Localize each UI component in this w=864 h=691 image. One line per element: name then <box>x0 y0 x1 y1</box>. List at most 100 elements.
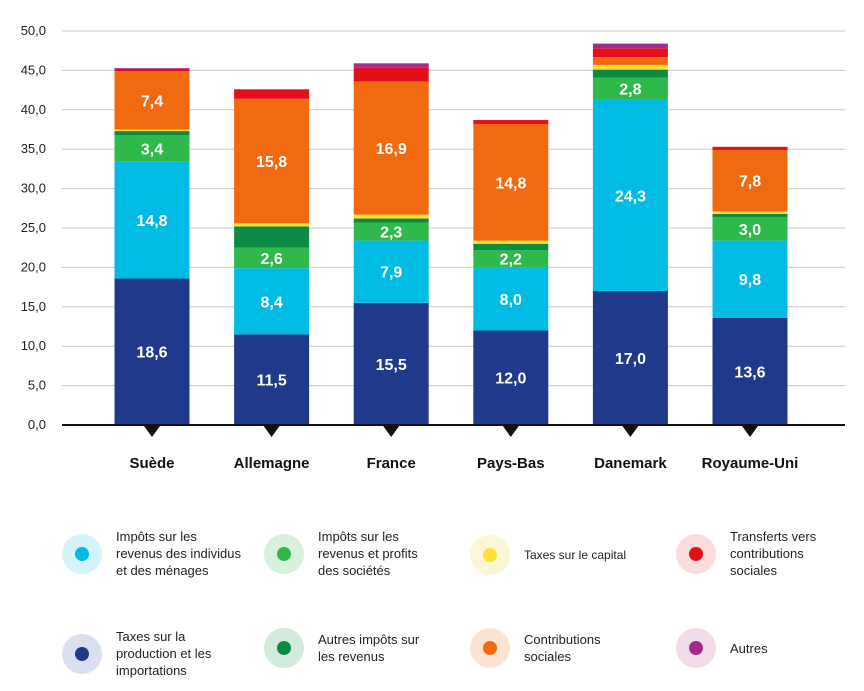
x-category-label: Royaume-Uni <box>702 455 799 472</box>
bar-segment <box>592 57 668 65</box>
bar-segment <box>473 240 549 244</box>
data-label: 2,8 <box>619 82 641 99</box>
legend-halo <box>264 533 304 574</box>
legend-halo <box>676 533 716 574</box>
data-label: 16,9 <box>376 141 407 158</box>
bar-segment <box>114 68 190 69</box>
bar-segment <box>712 146 788 150</box>
data-label: 15,5 <box>376 357 407 374</box>
legend-halo <box>264 628 304 668</box>
data-label: 3,4 <box>141 141 163 158</box>
axis-marker-triangle <box>502 426 519 437</box>
legend-label: Taxes sur la production et les importati… <box>116 629 212 678</box>
data-label: 11,5 <box>256 373 286 390</box>
data-label: 24,3 <box>615 188 646 205</box>
data-label: 2,6 <box>260 251 282 268</box>
light-blue-dot-icon <box>75 546 89 561</box>
bar-segment <box>712 211 788 214</box>
bar-segment <box>353 222 429 241</box>
bar-segment <box>353 214 429 219</box>
axis-marker-triangle <box>144 426 160 437</box>
bar-segment <box>712 240 788 318</box>
y-tick-label: 35,0 <box>21 141 46 156</box>
bar-segment <box>592 69 668 78</box>
y-tick-label: 15,0 <box>21 299 46 314</box>
bar-segment <box>353 81 429 215</box>
bar-segment <box>712 149 788 212</box>
legend-halo <box>470 628 510 668</box>
legend-item-other-income-tax: Autres impôts sur les revenus <box>264 628 428 668</box>
data-label: 8,0 <box>500 292 522 309</box>
legend-label: Autres impôts sur les revenus <box>318 632 420 664</box>
stacked-bar-chart: 0,0 5,0 10,0 15,0 20,0 25,0 30,0 35,0 40,0 45,0 50… <box>21 23 845 472</box>
axis-marker-triangle <box>622 426 639 437</box>
data-label: 7,9 <box>380 265 402 282</box>
legend-label: Impôts sur les revenus et profits des so… <box>318 529 418 578</box>
bar-segment <box>353 218 429 223</box>
bar-segment <box>353 302 429 425</box>
orange-dot-icon <box>483 641 497 655</box>
legend-label: Transferts vers contributions sociales <box>730 529 817 578</box>
y-tick-label: 50,0 <box>21 23 46 38</box>
legend-item-individual-income-tax: Impôts sur les revenus des individus et … <box>62 528 246 579</box>
y-tick-label: 5,0 <box>28 378 46 393</box>
data-label: 2,2 <box>500 252 522 269</box>
bar-segment <box>712 317 788 425</box>
bar-segment <box>592 64 668 70</box>
y-tick-label: 30,0 <box>21 181 46 196</box>
data-label: 9,8 <box>739 272 761 289</box>
y-tick-label: 40,0 <box>21 102 46 117</box>
data-label: 18,6 <box>136 345 167 362</box>
bar-segment <box>114 68 190 72</box>
chart-legend: Impôts sur les revenus des individus et … <box>0 520 864 691</box>
data-label: 2,3 <box>380 225 402 242</box>
bar-segment <box>712 216 788 241</box>
legend-halo <box>62 533 102 574</box>
legend-item-social-transfers: Transferts vers contributions sociales <box>676 528 850 579</box>
bar-segment <box>712 213 788 217</box>
bar-segment <box>592 77 668 100</box>
bar-segment <box>114 135 190 162</box>
bar-segment <box>234 223 310 227</box>
bar-segment <box>234 334 310 425</box>
legend-halo <box>676 628 716 668</box>
data-label: 7,8 <box>739 174 761 191</box>
legend-item-capital-tax: Taxes sur le capital <box>470 535 664 575</box>
data-label: 8,4 <box>260 294 282 311</box>
bar-segment <box>473 120 549 124</box>
bar-segment <box>353 67 429 82</box>
legend-item-social-contributions: Contributions sociales <box>470 628 624 668</box>
axis-marker-triangle <box>742 426 758 437</box>
bar-segment <box>114 278 190 425</box>
y-tick-label: 25,0 <box>21 220 46 235</box>
legend-item-corporate-income-tax: Impôts sur les revenus et profits des so… <box>264 528 438 579</box>
x-category-label: Allemagne <box>234 455 310 472</box>
bar-segment <box>353 63 429 68</box>
bar-segment <box>114 161 190 279</box>
bar-segment <box>592 99 668 292</box>
axis-marker-triangle <box>383 426 400 437</box>
bar-segment <box>114 131 190 136</box>
red-dot-icon <box>689 546 703 561</box>
bar-segment <box>234 98 310 224</box>
x-category-label: Danemark <box>594 455 667 472</box>
y-tick-label: 10,0 <box>21 338 46 353</box>
data-label: 17,0 <box>615 351 646 368</box>
data-label: 3,0 <box>739 222 761 239</box>
bar-segment <box>592 291 668 425</box>
legend-label: Autres <box>730 640 768 656</box>
bar-segment <box>592 43 668 49</box>
y-tick-label: 0,0 <box>28 417 46 432</box>
legend-label: Taxes sur le capital <box>524 547 627 562</box>
data-label: 15,8 <box>256 154 287 171</box>
bar-segment <box>473 123 549 241</box>
legend-label: Contributions sociales <box>524 632 601 664</box>
data-label: 12,0 <box>495 371 526 388</box>
purple-dot-icon <box>689 641 703 655</box>
bar-segment <box>234 89 310 99</box>
data-label: 14,8 <box>495 175 526 192</box>
bar-segment <box>473 330 549 425</box>
axis-marker-triangle <box>263 426 280 437</box>
bar-segment <box>114 129 190 132</box>
legend-halo <box>470 535 510 575</box>
